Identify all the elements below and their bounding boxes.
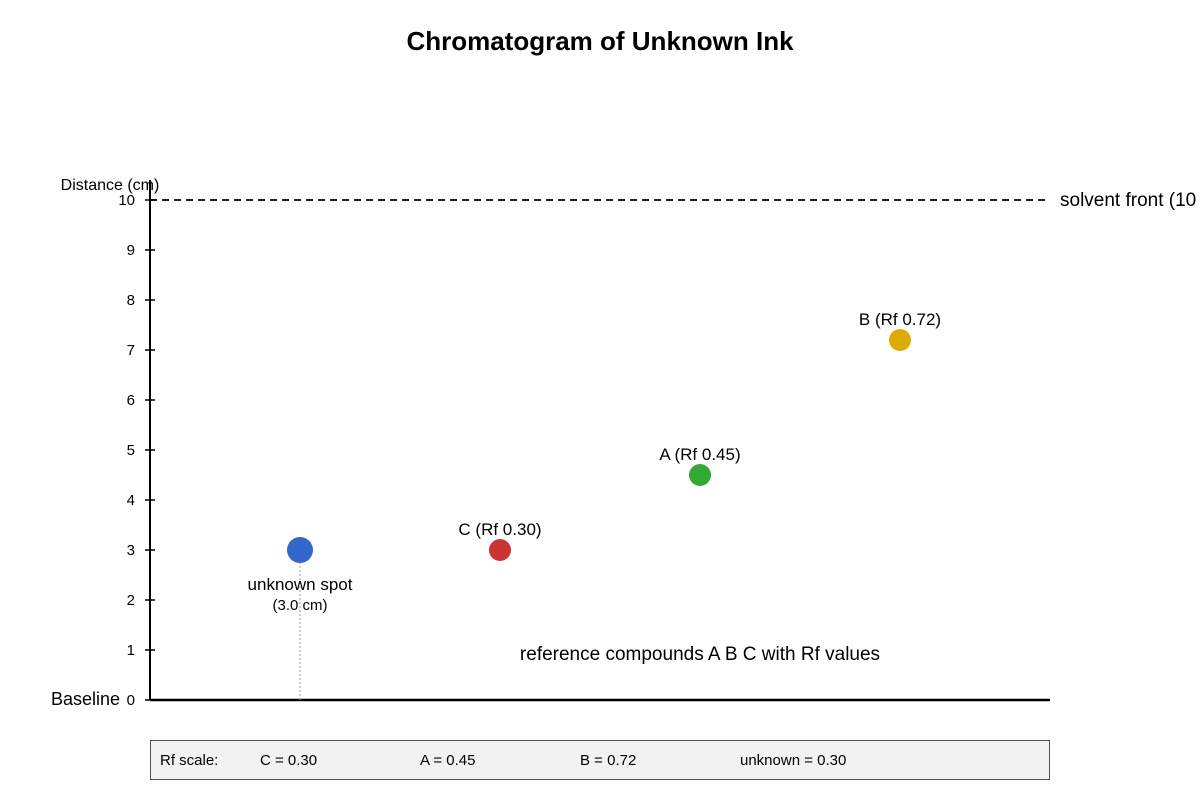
y-axis-title: Distance (cm) [61,177,160,194]
spot-label-unknown: unknown spot [248,575,353,594]
y-tick-label: 8 [127,292,135,309]
legend-item-a: A = 0.45 [420,752,476,769]
y-tick-label: 10 [118,192,135,209]
baseline-label: Baseline [51,689,120,709]
spot-sublabel-unknown: (3.0 cm) [272,597,327,614]
spot-a [689,464,711,486]
spot-label-b: B (Rf 0.72) [859,310,941,329]
chart-title: Chromatogram of Unknown Ink [406,26,794,56]
y-tick-label: 1 [127,642,135,659]
y-tick-label: 2 [127,592,135,609]
spot-c [489,539,511,561]
solvent-front-label: solvent front (10 [1060,190,1196,211]
spot-unknown [287,537,313,563]
y-tick-label: 3 [127,542,135,559]
y-tick-label: 7 [127,342,135,359]
legend-item-unknown: unknown = 0.30 [740,752,847,769]
spot-b [889,329,911,351]
reference-note: reference compounds A B C with Rf values [520,644,880,665]
legend-item-c: C = 0.30 [260,752,318,769]
y-tick-label: 6 [127,392,135,409]
spots-group: unknown spot (3.0 cm) C (Rf 0.30) A (Rf 0.4… [248,310,942,614]
spot-label-a: A (Rf 0.45) [659,445,740,464]
y-tick-label: 4 [127,492,135,509]
legend-label: Rf scale: [160,752,219,769]
y-tick-label: 0 [127,692,135,709]
spot-label-c: C (Rf 0.30) [458,520,541,539]
rf-scale-legend: Rf scale: C = 0.30 A = 0.45 B = 0.72 unk… [150,740,1050,780]
y-tick-label: 9 [127,242,135,259]
legend-item-b: B = 0.72 [580,752,637,769]
y-tick-label: 5 [127,442,135,459]
